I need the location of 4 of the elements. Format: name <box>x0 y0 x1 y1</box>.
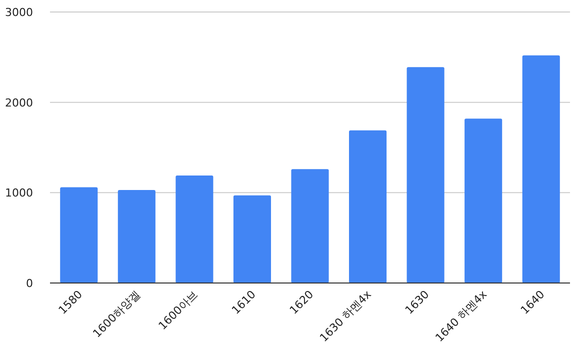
y-tick-label: 2000 <box>5 96 33 110</box>
y-tick-label: 0 <box>26 277 33 290</box>
y-tick-label: 3000 <box>5 6 33 19</box>
y-tick-label: 1000 <box>5 186 33 200</box>
